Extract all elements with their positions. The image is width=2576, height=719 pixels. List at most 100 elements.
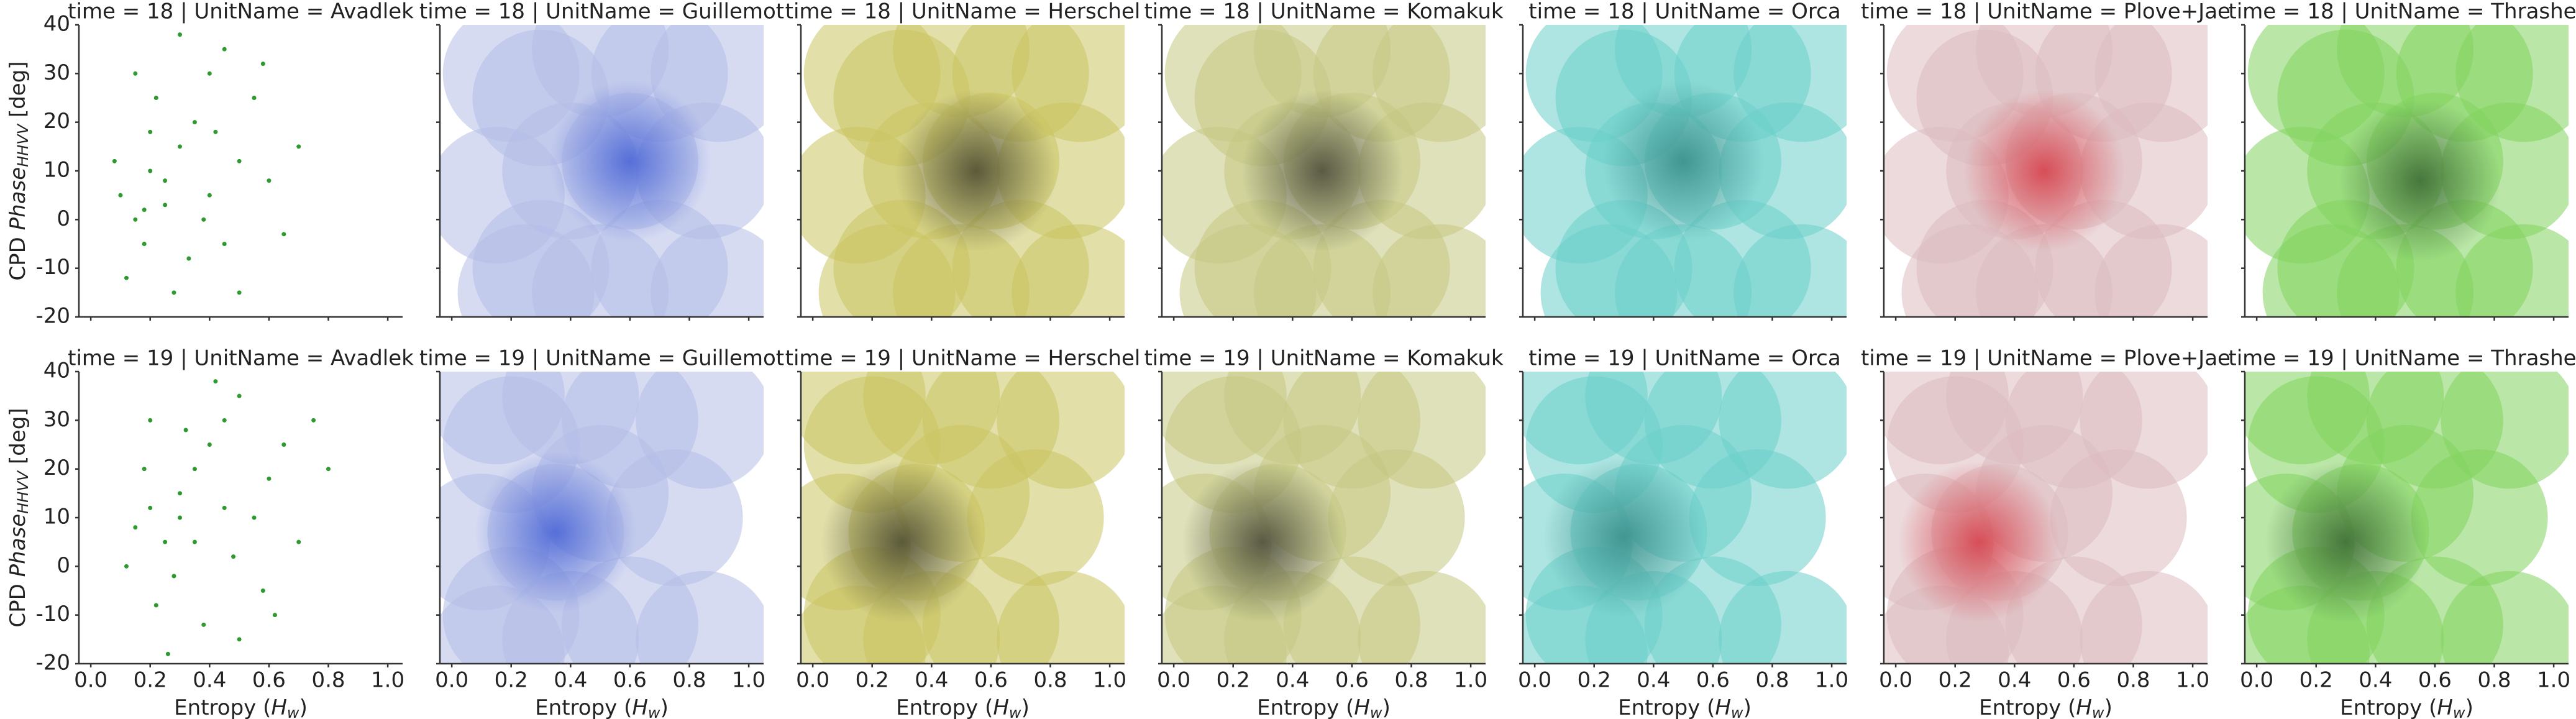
point (237, 393, 242, 398)
point (260, 588, 265, 593)
point (178, 491, 183, 496)
label-italic: H (1715, 695, 1731, 719)
x-tick-label: 0.2 (1939, 668, 1972, 693)
density-point (2455, 25, 2569, 142)
x-tick-label: 0.2 (495, 668, 528, 693)
label-italic: H (2437, 695, 2453, 719)
point (178, 515, 183, 520)
point (222, 242, 227, 246)
y-tick-label: 30 (43, 60, 70, 85)
point (260, 62, 265, 66)
point (311, 418, 316, 423)
x-tick-label: 0.0 (1518, 668, 1551, 693)
x-tick-label: 0.8 (1394, 668, 1428, 693)
x-tick-label: 0.0 (74, 668, 107, 693)
label-italic: H (993, 695, 1009, 719)
y-tick-label: 10 (43, 158, 70, 183)
density-point (1901, 224, 2039, 317)
x-tick-label: 1.0 (732, 668, 765, 693)
panel (1162, 25, 1486, 317)
panel (112, 32, 301, 295)
point (148, 129, 153, 134)
density-point (2094, 224, 2208, 317)
x-tick-label: 0.0 (796, 668, 829, 693)
panel (2245, 372, 2569, 664)
label-text: Entropy ( (2340, 695, 2437, 719)
x-tick-label: 0.4 (1998, 668, 2031, 693)
panel-title: time = 18 | UnitName = Komakuk (1144, 0, 1503, 24)
point (192, 539, 197, 544)
point (171, 290, 176, 295)
density-point (636, 570, 764, 664)
density-point (1358, 372, 1486, 489)
x-tick-label: 1.0 (1815, 668, 1848, 693)
label-end: ) (2104, 695, 2112, 719)
x-axis-label: Entropy (Hw) (896, 695, 1030, 719)
panel (2245, 25, 2569, 317)
panel-title: time = 18 | UnitName = Herschel (785, 0, 1141, 24)
density-point (1012, 224, 1125, 317)
density-point (2455, 224, 2569, 317)
y-tick-label: 20 (43, 456, 70, 480)
point (171, 574, 176, 579)
point (237, 637, 242, 642)
point (267, 178, 272, 183)
x-tick-label: 1.0 (2537, 668, 2570, 693)
y-tick-label: -10 (35, 602, 70, 626)
density-peak (821, 461, 983, 623)
point (186, 256, 191, 261)
point (222, 418, 227, 423)
point (163, 539, 168, 544)
point (142, 467, 147, 472)
point (231, 554, 236, 559)
point (213, 129, 218, 134)
x-tick-label: 0.6 (1696, 668, 1730, 693)
density-point (2080, 570, 2208, 664)
y-tick-label: 0 (57, 553, 70, 578)
x-tick-label: 0.0 (1157, 668, 1190, 693)
label-italic: H (632, 695, 648, 719)
density-peak (2265, 461, 2427, 623)
label-end: ) (1382, 695, 1391, 719)
label-italic: Phase (6, 514, 30, 577)
density-peak (1963, 90, 2126, 252)
point (296, 144, 301, 149)
density-point (1372, 224, 1486, 317)
label-italic: H (2076, 695, 2092, 719)
density-peak (1543, 456, 1705, 618)
label-sub: w (648, 704, 660, 719)
density-point (457, 224, 595, 317)
x-axis-label: Entropy (Hw) (2340, 695, 2473, 719)
density-point (1884, 372, 2009, 465)
point (296, 539, 301, 544)
point (192, 467, 197, 472)
x-axis-label: Entropy (Hw) (174, 695, 308, 719)
point (163, 178, 168, 183)
label-text: Entropy ( (1979, 695, 2076, 719)
x-tick-label: 1.0 (2176, 668, 2209, 693)
label-text: Entropy ( (896, 695, 993, 719)
x-tick-label: 1.0 (1454, 668, 1487, 693)
x-tick-label: 0.0 (435, 668, 468, 693)
label-text: CPD (6, 577, 30, 627)
point (124, 275, 129, 280)
panel (1523, 372, 1847, 664)
point (153, 603, 158, 608)
point (281, 442, 286, 447)
point (148, 505, 153, 510)
label-end: ) (660, 695, 669, 719)
density-point (801, 372, 926, 465)
point (163, 203, 168, 208)
y-tick-label: 0 (57, 206, 70, 231)
label-sub: w (2092, 704, 2104, 719)
panel-title: time = 19 | UnitName = Avadlek (68, 346, 414, 371)
density-point (636, 372, 764, 489)
density-point (818, 224, 956, 317)
point (252, 96, 257, 100)
density-point (2094, 25, 2208, 142)
x-tick-label: 0.2 (2300, 668, 2333, 693)
x-tick-label: 0.6 (252, 668, 286, 693)
label-sub: w (1370, 704, 1382, 719)
density-peak (1898, 461, 2060, 623)
panel-title: time = 18 | UnitName = Avadlek (68, 0, 414, 24)
